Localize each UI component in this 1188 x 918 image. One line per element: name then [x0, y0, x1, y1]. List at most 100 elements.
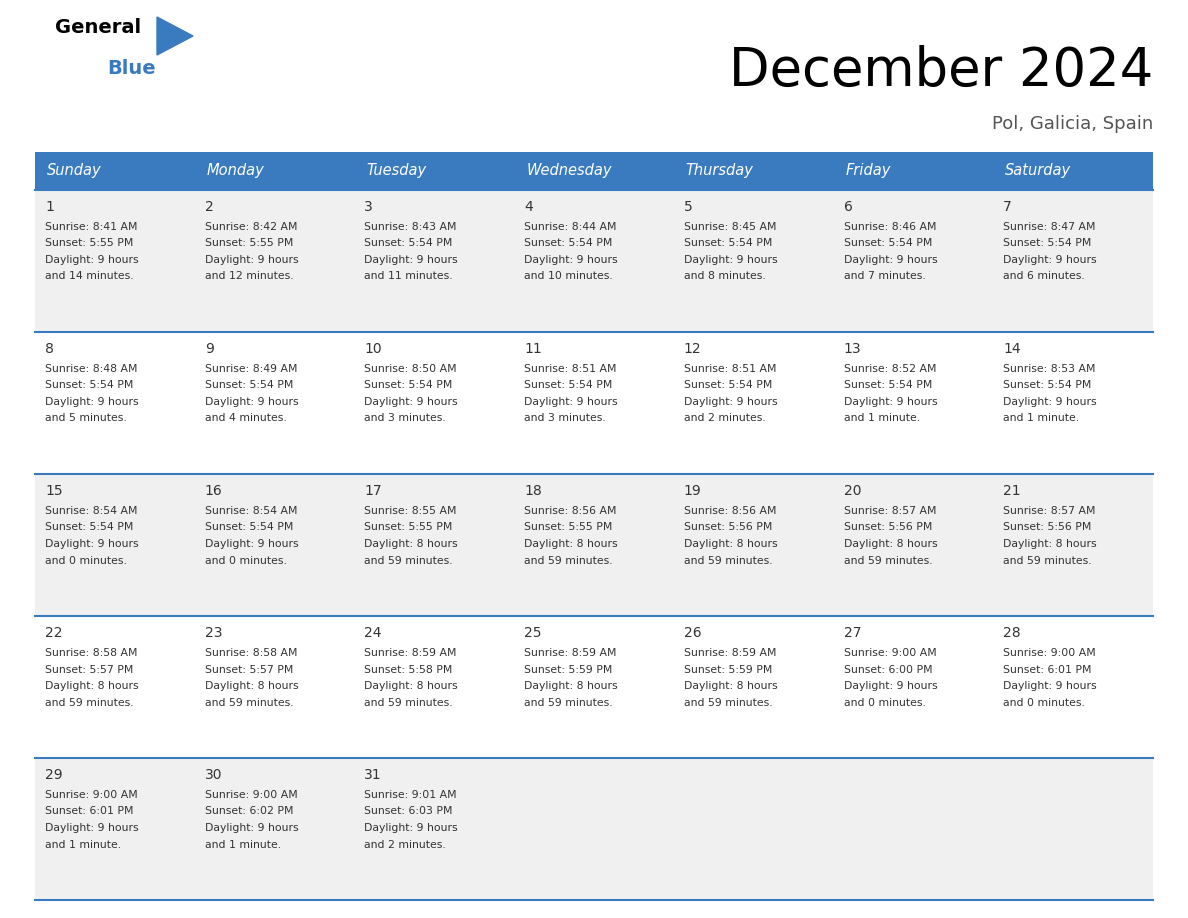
Text: and 59 minutes.: and 59 minutes.: [204, 698, 293, 708]
Text: 23: 23: [204, 626, 222, 640]
Text: Sunrise: 8:58 AM: Sunrise: 8:58 AM: [45, 648, 138, 658]
Text: Sunset: 5:54 PM: Sunset: 5:54 PM: [204, 380, 293, 390]
Text: Daylight: 9 hours: Daylight: 9 hours: [204, 539, 298, 549]
Text: Sunset: 6:03 PM: Sunset: 6:03 PM: [365, 807, 453, 816]
Text: and 0 minutes.: and 0 minutes.: [1004, 698, 1085, 708]
Text: Daylight: 8 hours: Daylight: 8 hours: [365, 681, 459, 691]
Text: and 59 minutes.: and 59 minutes.: [365, 555, 453, 565]
Text: Sunrise: 8:51 AM: Sunrise: 8:51 AM: [524, 364, 617, 374]
Text: Sunset: 5:56 PM: Sunset: 5:56 PM: [684, 522, 772, 532]
Text: Sunset: 5:59 PM: Sunset: 5:59 PM: [684, 665, 772, 675]
Text: and 3 minutes.: and 3 minutes.: [524, 413, 606, 423]
Text: Daylight: 8 hours: Daylight: 8 hours: [45, 681, 139, 691]
Text: Sunrise: 8:52 AM: Sunrise: 8:52 AM: [843, 364, 936, 374]
Text: Sunset: 6:01 PM: Sunset: 6:01 PM: [45, 807, 133, 816]
Text: Sunrise: 8:58 AM: Sunrise: 8:58 AM: [204, 648, 297, 658]
Text: Sunrise: 8:59 AM: Sunrise: 8:59 AM: [365, 648, 457, 658]
Text: 8: 8: [45, 342, 53, 356]
Text: Sunset: 5:54 PM: Sunset: 5:54 PM: [524, 239, 613, 249]
Text: Daylight: 8 hours: Daylight: 8 hours: [524, 681, 618, 691]
Text: Pol, Galicia, Spain: Pol, Galicia, Spain: [992, 115, 1154, 133]
Bar: [34, 190, 1154, 332]
Text: 24: 24: [365, 626, 381, 640]
Text: 27: 27: [843, 626, 861, 640]
Text: 4: 4: [524, 200, 533, 214]
Text: Sunrise: 8:50 AM: Sunrise: 8:50 AM: [365, 364, 457, 374]
Text: Sunrise: 8:51 AM: Sunrise: 8:51 AM: [684, 364, 776, 374]
Text: and 6 minutes.: and 6 minutes.: [1004, 272, 1085, 282]
Text: 11: 11: [524, 342, 542, 356]
Polygon shape: [157, 17, 192, 55]
Text: and 5 minutes.: and 5 minutes.: [45, 413, 127, 423]
Text: Sunset: 5:54 PM: Sunset: 5:54 PM: [843, 380, 931, 390]
Text: Sunday: Sunday: [48, 163, 102, 178]
Text: and 59 minutes.: and 59 minutes.: [45, 698, 133, 708]
Text: Daylight: 8 hours: Daylight: 8 hours: [1004, 539, 1097, 549]
Text: Sunset: 5:54 PM: Sunset: 5:54 PM: [684, 239, 772, 249]
Text: Daylight: 8 hours: Daylight: 8 hours: [365, 539, 459, 549]
Text: Sunrise: 8:55 AM: Sunrise: 8:55 AM: [365, 506, 457, 516]
Bar: [34, 616, 1154, 758]
Text: and 7 minutes.: and 7 minutes.: [843, 272, 925, 282]
Text: Daylight: 9 hours: Daylight: 9 hours: [1004, 397, 1097, 407]
Text: 26: 26: [684, 626, 701, 640]
Text: and 59 minutes.: and 59 minutes.: [684, 698, 772, 708]
Text: and 59 minutes.: and 59 minutes.: [1004, 555, 1092, 565]
Text: and 59 minutes.: and 59 minutes.: [843, 555, 933, 565]
Text: Daylight: 9 hours: Daylight: 9 hours: [843, 397, 937, 407]
Bar: [34, 332, 1154, 474]
Text: Sunset: 5:54 PM: Sunset: 5:54 PM: [204, 522, 293, 532]
Text: Daylight: 9 hours: Daylight: 9 hours: [45, 255, 139, 265]
Text: December 2024: December 2024: [728, 45, 1154, 97]
Text: Sunrise: 8:59 AM: Sunrise: 8:59 AM: [684, 648, 776, 658]
Text: and 3 minutes.: and 3 minutes.: [365, 413, 447, 423]
Text: Sunrise: 8:49 AM: Sunrise: 8:49 AM: [204, 364, 297, 374]
Text: Wednesday: Wednesday: [526, 163, 612, 178]
Text: Sunrise: 8:54 AM: Sunrise: 8:54 AM: [45, 506, 138, 516]
Text: Sunset: 5:54 PM: Sunset: 5:54 PM: [365, 380, 453, 390]
Text: Thursday: Thursday: [685, 163, 753, 178]
Text: Sunset: 5:54 PM: Sunset: 5:54 PM: [843, 239, 931, 249]
Bar: [34, 152, 1154, 190]
Text: Daylight: 9 hours: Daylight: 9 hours: [365, 823, 459, 833]
Text: Sunrise: 8:56 AM: Sunrise: 8:56 AM: [524, 506, 617, 516]
Text: Sunrise: 9:00 AM: Sunrise: 9:00 AM: [1004, 648, 1097, 658]
Text: and 11 minutes.: and 11 minutes.: [365, 272, 453, 282]
Text: Sunset: 5:54 PM: Sunset: 5:54 PM: [684, 380, 772, 390]
Text: Sunrise: 9:01 AM: Sunrise: 9:01 AM: [365, 790, 457, 800]
Text: and 12 minutes.: and 12 minutes.: [204, 272, 293, 282]
Text: and 59 minutes.: and 59 minutes.: [684, 555, 772, 565]
Text: and 8 minutes.: and 8 minutes.: [684, 272, 765, 282]
Text: Daylight: 9 hours: Daylight: 9 hours: [524, 397, 618, 407]
Text: 20: 20: [843, 484, 861, 498]
Text: 29: 29: [45, 768, 63, 782]
Text: Sunset: 5:56 PM: Sunset: 5:56 PM: [1004, 522, 1092, 532]
Text: 9: 9: [204, 342, 214, 356]
Text: Sunset: 5:58 PM: Sunset: 5:58 PM: [365, 665, 453, 675]
Text: Sunset: 5:54 PM: Sunset: 5:54 PM: [365, 239, 453, 249]
Text: Daylight: 9 hours: Daylight: 9 hours: [684, 255, 777, 265]
Text: Sunrise: 8:48 AM: Sunrise: 8:48 AM: [45, 364, 138, 374]
Text: Sunset: 5:55 PM: Sunset: 5:55 PM: [204, 239, 293, 249]
Text: and 0 minutes.: and 0 minutes.: [843, 698, 925, 708]
Text: 19: 19: [684, 484, 702, 498]
Text: and 1 minute.: and 1 minute.: [204, 839, 280, 849]
Text: Sunset: 5:57 PM: Sunset: 5:57 PM: [45, 665, 133, 675]
Text: 31: 31: [365, 768, 383, 782]
Text: Sunrise: 8:57 AM: Sunrise: 8:57 AM: [843, 506, 936, 516]
Text: Sunset: 5:55 PM: Sunset: 5:55 PM: [45, 239, 133, 249]
Text: and 1 minute.: and 1 minute.: [1004, 413, 1080, 423]
Text: 21: 21: [1004, 484, 1020, 498]
Text: Sunrise: 8:54 AM: Sunrise: 8:54 AM: [204, 506, 297, 516]
Text: Sunset: 5:54 PM: Sunset: 5:54 PM: [1004, 239, 1092, 249]
Text: Sunrise: 8:57 AM: Sunrise: 8:57 AM: [1004, 506, 1095, 516]
Text: Daylight: 8 hours: Daylight: 8 hours: [524, 539, 618, 549]
Text: Sunrise: 8:56 AM: Sunrise: 8:56 AM: [684, 506, 776, 516]
Text: Daylight: 9 hours: Daylight: 9 hours: [365, 397, 459, 407]
Text: Daylight: 9 hours: Daylight: 9 hours: [45, 823, 139, 833]
Text: Daylight: 9 hours: Daylight: 9 hours: [204, 397, 298, 407]
Text: Blue: Blue: [107, 59, 156, 78]
Text: Daylight: 8 hours: Daylight: 8 hours: [204, 681, 298, 691]
Text: Daylight: 9 hours: Daylight: 9 hours: [365, 255, 459, 265]
Text: 16: 16: [204, 484, 222, 498]
